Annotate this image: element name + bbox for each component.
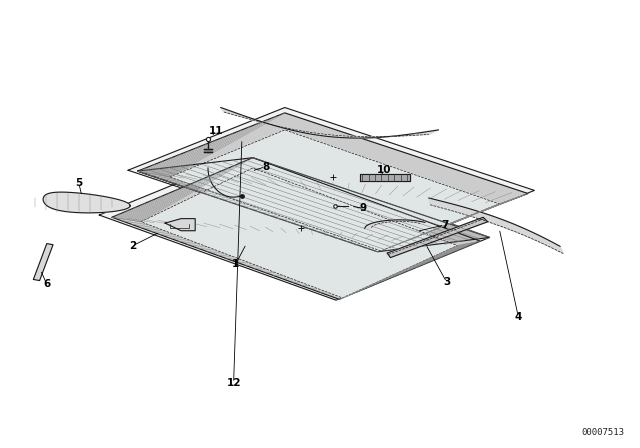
Text: 2: 2 — [129, 241, 137, 250]
Text: 7: 7 — [441, 220, 449, 230]
Text: 5: 5 — [75, 178, 83, 188]
Text: 9: 9 — [360, 203, 367, 213]
Bar — [204, 149, 212, 152]
Text: 12: 12 — [227, 378, 241, 388]
Text: 8: 8 — [262, 162, 269, 172]
Polygon shape — [221, 108, 438, 138]
Polygon shape — [141, 168, 458, 298]
Polygon shape — [138, 113, 528, 252]
Polygon shape — [365, 220, 425, 228]
Text: 3: 3 — [443, 277, 451, 287]
Polygon shape — [99, 152, 490, 300]
Polygon shape — [429, 198, 563, 254]
Text: 11: 11 — [209, 126, 223, 136]
Text: 10: 10 — [377, 165, 391, 175]
Text: 00007513: 00007513 — [581, 428, 624, 437]
Polygon shape — [360, 174, 410, 181]
Polygon shape — [43, 192, 130, 213]
Polygon shape — [138, 158, 490, 252]
Polygon shape — [128, 108, 534, 253]
Polygon shape — [33, 244, 53, 280]
Text: 6: 6 — [43, 279, 51, 289]
Polygon shape — [387, 217, 488, 258]
Polygon shape — [170, 130, 499, 251]
Polygon shape — [165, 219, 195, 231]
Text: 4: 4 — [515, 312, 522, 322]
Polygon shape — [112, 158, 480, 299]
Text: 1: 1 — [232, 259, 239, 269]
